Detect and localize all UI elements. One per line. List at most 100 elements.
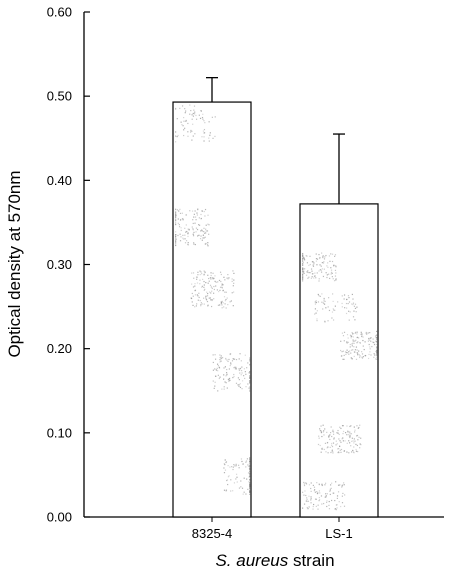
- speckle-dot: [332, 451, 334, 453]
- speckle-dot: [356, 333, 358, 335]
- speckle-dot: [240, 458, 243, 460]
- speckle-dot: [235, 366, 237, 368]
- speckle-dot: [226, 373, 228, 375]
- speckle-dot: [194, 210, 196, 212]
- speckle-dot: [341, 295, 343, 297]
- speckle-dot: [322, 308, 324, 310]
- speckle-dot: [184, 234, 186, 236]
- speckle-dot: [208, 277, 210, 280]
- speckle-dot: [214, 135, 216, 138]
- speckle-dot: [314, 275, 316, 277]
- speckle-dot: [243, 477, 245, 479]
- speckle-dot: [223, 386, 225, 388]
- speckle-dot: [192, 272, 195, 274]
- speckle-dot: [180, 236, 182, 238]
- speckle-dot: [353, 438, 355, 440]
- speckle-dot: [203, 136, 205, 138]
- speckle-dot: [197, 299, 199, 301]
- speckle-dot: [238, 369, 240, 372]
- speckle-dot: [232, 270, 234, 272]
- speckle-dot: [376, 350, 378, 352]
- speckle-dot: [210, 274, 212, 277]
- speckle-dot: [305, 482, 307, 484]
- speckle-dot: [238, 487, 241, 489]
- speckle-dot: [245, 466, 247, 468]
- speckle-dot: [175, 218, 177, 220]
- speckle-dot: [310, 487, 312, 490]
- speckle-dot: [318, 278, 320, 280]
- speckle-dot: [228, 380, 230, 382]
- speckle-dot: [314, 301, 316, 303]
- speckle-dot: [229, 353, 232, 356]
- speckle-dot: [209, 134, 211, 136]
- speckle-dot: [331, 449, 333, 451]
- speckle-dot: [349, 311, 351, 313]
- speckle-dot: [247, 488, 249, 490]
- speckle-dot: [249, 478, 251, 480]
- x-axis-title-rest: strain: [288, 551, 334, 570]
- speckle-dot: [213, 288, 215, 291]
- speckle-dot: [199, 117, 202, 120]
- speckle-dot: [193, 113, 196, 115]
- speckle-dot: [355, 358, 358, 360]
- speckle-dot: [326, 265, 328, 267]
- speckle-dot: [229, 353, 232, 355]
- speckle-dot: [176, 118, 178, 120]
- speckle-dot: [233, 358, 236, 360]
- speckle-dot: [203, 120, 205, 122]
- speckle-dot: [211, 287, 213, 289]
- speckle-dot: [329, 490, 331, 492]
- speckle-dot: [316, 482, 318, 484]
- speckle-dot: [329, 438, 331, 441]
- speckle-dot: [342, 350, 344, 352]
- speckle-dot: [318, 483, 320, 486]
- speckle-dot: [303, 268, 305, 270]
- speckle-dot: [239, 383, 241, 385]
- speckle-dot: [214, 385, 216, 387]
- speckle-dot: [219, 271, 222, 273]
- speckle-dot: [175, 107, 177, 110]
- speckle-dot: [197, 295, 199, 297]
- speckle-dot: [306, 497, 308, 499]
- bars: [172, 77, 379, 518]
- speckle-dot: [215, 285, 217, 287]
- speckle-dot: [335, 279, 337, 281]
- speckle-dot: [307, 270, 309, 272]
- speckle-dot: [303, 503, 306, 505]
- speckle-dot: [223, 296, 226, 298]
- speckle-dot: [350, 425, 352, 427]
- speckle-dot: [358, 426, 360, 429]
- speckle-dot: [184, 108, 186, 110]
- speckle-dot: [315, 312, 317, 314]
- speckle-dot: [212, 277, 214, 279]
- speckle-dot: [175, 237, 177, 239]
- speckle-dot: [302, 267, 304, 269]
- speckle-dot: [249, 464, 251, 466]
- speckle-dot: [185, 120, 187, 122]
- speckle-dot: [308, 506, 310, 508]
- speckle-dot: [203, 297, 205, 299]
- speckle-dot: [331, 293, 334, 295]
- speckle-dot: [233, 282, 235, 284]
- speckle-dot: [229, 379, 231, 382]
- speckle-dot: [328, 500, 330, 503]
- speckle-dot: [349, 350, 351, 352]
- speckle-dot: [344, 307, 346, 309]
- speckle-dot: [227, 360, 229, 363]
- y-tick-label: 0.50: [47, 89, 72, 104]
- speckle-dot: [238, 467, 240, 469]
- speckle-dot: [183, 134, 185, 137]
- speckle-dot: [328, 436, 330, 438]
- speckle-dot: [176, 209, 178, 211]
- speckle-dot: [247, 472, 250, 474]
- speckle-dot: [223, 378, 225, 380]
- speckle-dot: [361, 333, 363, 335]
- speckle-dot: [214, 358, 217, 360]
- speckle-dot: [201, 116, 204, 119]
- speckle-dot: [350, 337, 352, 339]
- speckle-dot: [187, 228, 189, 230]
- speckle-dot: [353, 305, 356, 307]
- speckle-dot: [175, 212, 177, 214]
- speckle-dot: [221, 287, 223, 289]
- speckle-dot: [305, 255, 307, 257]
